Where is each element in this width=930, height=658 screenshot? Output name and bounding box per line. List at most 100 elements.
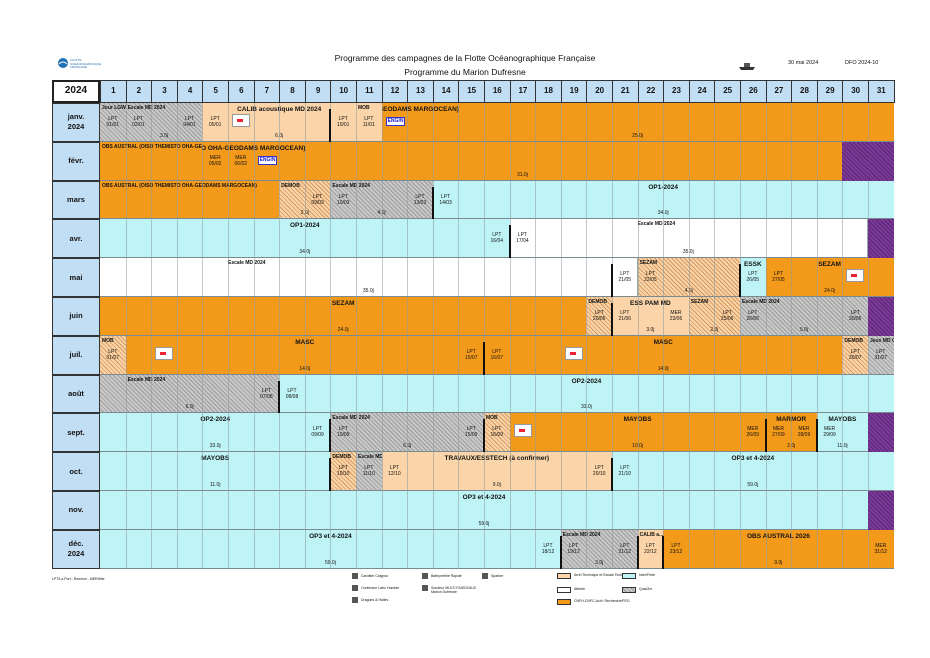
day-gridline	[228, 141, 229, 181]
day-header: 5	[202, 80, 229, 103]
segment-duration: 9.0j	[774, 559, 783, 566]
port-tag: LPT 26/06	[746, 310, 760, 322]
day-gridline	[663, 180, 665, 220]
campaign-segment: SEZAM 4.0j	[637, 258, 740, 297]
day-header: 8	[279, 80, 306, 103]
day-gridline	[407, 103, 409, 142]
day-gridline	[330, 491, 332, 530]
segment-label: OP3 et 4-2024	[731, 455, 775, 463]
port-tag: LPT 21/12	[618, 542, 632, 555]
port-tag: MER 31/12	[874, 542, 888, 555]
campaign-segment: OBS AUSTRAL 2026 9.0j	[663, 529, 894, 569]
day-gridline	[714, 374, 716, 414]
day-gridline	[791, 374, 793, 414]
day-gridline	[612, 219, 613, 259]
day-gridline	[560, 491, 562, 530]
day-gridline	[842, 491, 844, 530]
day-gridline	[304, 141, 306, 181]
port-tag: LPT 21/06	[618, 310, 632, 322]
legend-icon	[352, 597, 358, 603]
day-gridline	[458, 141, 460, 181]
day-gridline	[202, 103, 204, 142]
day-gridline	[688, 180, 690, 220]
port-tag: LPT 05/01	[208, 116, 222, 128]
day-gridline	[740, 141, 741, 181]
day-gridline	[816, 141, 818, 181]
day-gridline	[535, 297, 537, 336]
day-gridline	[228, 529, 229, 569]
segment-label: OBS AUSTRAL (OISO THEMISTO OHA-GEODAMS M…	[382, 106, 459, 113]
segment-label: OP3 et 4-2024	[462, 494, 506, 501]
segment-duration: 35.0j	[510, 249, 867, 255]
day-gridline	[612, 491, 613, 530]
day-gridline	[740, 452, 741, 491]
day-gridline	[663, 491, 665, 530]
day-gridline	[228, 103, 229, 142]
day-gridline	[228, 219, 229, 259]
port-call-line	[611, 458, 613, 491]
day-gridline	[765, 180, 767, 220]
day-gridline	[535, 219, 537, 259]
day-gridline	[484, 180, 485, 220]
day-gridline	[816, 180, 818, 220]
day-gridline	[842, 413, 844, 453]
day-gridline	[663, 258, 665, 297]
day-gridline	[586, 413, 588, 453]
port-tag: LPT 18/12	[541, 542, 555, 555]
day-gridline	[202, 413, 204, 453]
port-tag: MER 05/02	[208, 154, 222, 167]
segment-duration: 11.0j	[817, 443, 868, 449]
legend-swatch	[557, 573, 571, 579]
port-tag: LPT 16/09	[490, 426, 504, 439]
calendar-grid: 2024 1 2 3 4 5 6 7 8 9 10 11 12 13 14 15 16 17 18 19 20 21 22 2…	[52, 80, 895, 569]
day-gridline	[868, 529, 869, 569]
port-tag: LPT 15/07	[464, 348, 478, 361]
day-gridline	[407, 180, 409, 220]
campaign-segment: SEZAM 24.0j	[100, 297, 587, 336]
day-gridline	[356, 103, 357, 142]
port-tag: LPT 09/03	[311, 193, 324, 206]
day-gridline	[304, 258, 306, 297]
day-header: 29	[816, 80, 844, 103]
day-gridline	[279, 413, 281, 453]
day-gridline	[535, 258, 537, 297]
port-tag: LPT 19/12	[567, 542, 580, 555]
day-gridline	[304, 335, 306, 375]
day-gridline	[535, 452, 537, 491]
day-gridline	[381, 452, 383, 491]
segment-label: MASC	[126, 339, 484, 346]
day-gridline	[637, 258, 639, 297]
day-gridline	[279, 258, 281, 297]
day-gridline	[253, 297, 255, 336]
day-gridline	[663, 413, 665, 453]
port-tag: LPT 04/01	[183, 116, 196, 128]
day-gridline	[125, 180, 127, 220]
day-gridline	[791, 219, 793, 259]
day-gridline	[842, 297, 844, 336]
day-gridline	[151, 219, 153, 259]
day-gridline	[637, 141, 639, 181]
day-gridline	[535, 103, 537, 142]
campaign-segment: SEZAM 24.0j	[765, 258, 894, 297]
day-gridline	[509, 452, 511, 491]
port-tag: MER 06/02	[234, 154, 248, 167]
day-gridline	[176, 529, 178, 569]
day-gridline	[586, 219, 588, 259]
port-tag: LPT 01/07	[106, 348, 120, 361]
day-gridline	[228, 180, 229, 220]
segment-label: SEZAM	[639, 260, 658, 267]
segment-label: Escale MD C	[358, 454, 382, 461]
day-gridline	[637, 219, 639, 259]
day-header: 21	[612, 80, 639, 103]
day-gridline	[612, 141, 613, 181]
legend-label: Bathymétrie Rapide	[431, 574, 462, 578]
page-subtitle: Programme du Marion Dufresne	[404, 67, 526, 77]
unused-day-cell	[842, 141, 868, 181]
campaign-segment: ESS PAM MD 3.0j	[612, 297, 689, 336]
port-call-line	[278, 380, 281, 414]
logo-text: FLOTTE OCÉANOGRAPHIQUE FRANÇAISE	[70, 58, 102, 69]
port-tag: LPT 01/01	[106, 116, 120, 128]
day-gridline	[330, 180, 332, 220]
day-gridline	[586, 491, 588, 530]
day-gridline	[816, 297, 818, 336]
